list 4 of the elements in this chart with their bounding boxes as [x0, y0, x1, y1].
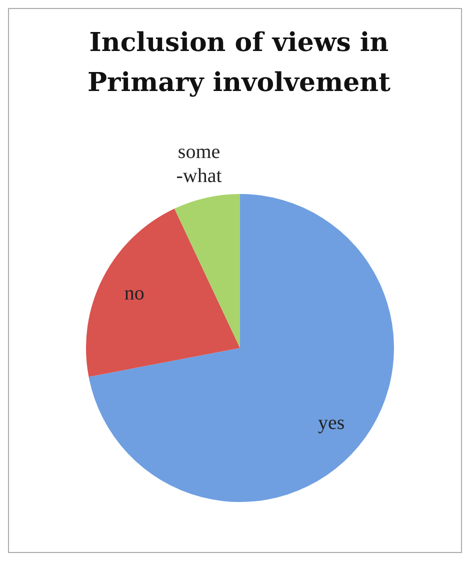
- slice-label: yes: [318, 412, 345, 434]
- chart-title: Inclusion of views in Primary involvement: [86, 27, 392, 100]
- slice-label: some -what: [176, 140, 222, 187]
- slice-label: no: [124, 282, 144, 304]
